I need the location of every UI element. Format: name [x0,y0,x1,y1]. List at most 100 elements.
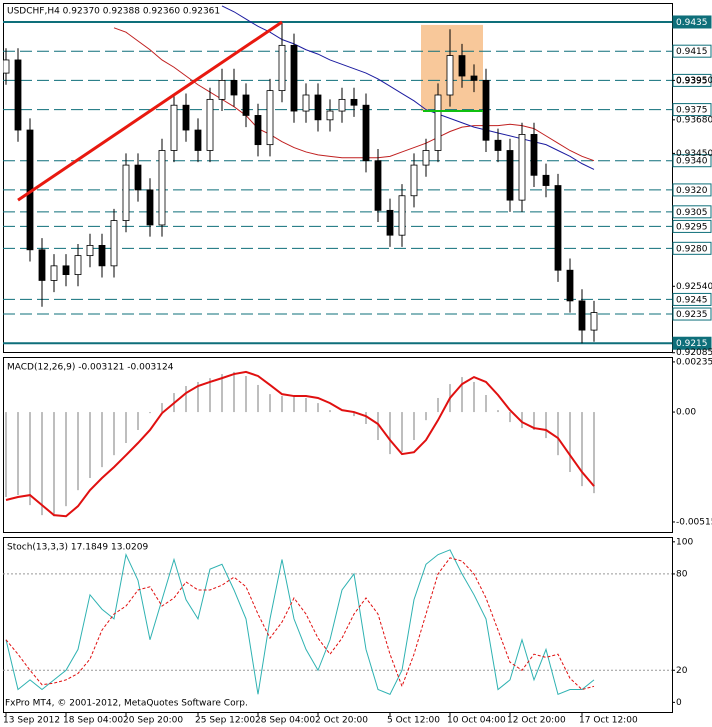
candle-body [362,104,370,162]
price-panel [3,3,673,353]
candle-body [230,79,238,96]
stoch-panel [3,537,673,713]
level-label-box [672,292,712,306]
level-label: 0.9305 [676,208,708,218]
level-label: 0.9395 [676,76,708,86]
candle-body [554,185,562,271]
candle-body [386,209,394,236]
level-label-box [672,336,712,350]
y-tick-label: 100 [676,537,693,547]
x-tick-label: 5 Oct 12:00 [387,716,440,726]
candle-body [290,44,298,112]
candle-body [62,265,70,276]
level-label-box [672,205,712,219]
y-tick-label: 0.00 [676,408,696,418]
candle-body [434,94,442,151]
level-label: 0.9280 [676,244,708,254]
candle-body [446,55,454,96]
candle-body [146,189,154,226]
candle-body [398,195,406,236]
candle-body [326,110,334,121]
candle-body [242,94,250,116]
candle-body [122,164,130,221]
level-label: 0.9215 [676,339,708,349]
x-tick-label: 20 Sep 20:00 [123,716,183,726]
level-label: 0.9340 [676,157,708,167]
candle-body [266,90,274,146]
level-label: 0.9245 [676,295,708,305]
candle-body [134,164,142,191]
x-tick-label: 2 Oct 20:00 [315,716,368,726]
y-tick-label: 0.00235 [676,357,712,367]
candle-body [206,98,214,151]
y-tick-label: 20 [676,666,688,676]
x-tick-label: 18 Sep 04:00 [63,716,123,726]
level-label: 0.9375 [676,106,708,116]
candle-body [482,79,490,141]
candle-body [218,79,226,100]
x-tick-label: 12 Oct 20:00 [507,716,566,726]
level-label-box [672,241,712,255]
level-label-box [672,103,712,117]
macd-signal [5,370,595,518]
candle-body [530,134,538,176]
price-plot [3,5,672,345]
candle-body [410,164,418,197]
candle-body [38,249,46,281]
y-tick-label: 0.93680 [676,115,712,125]
candle-body [494,139,502,151]
level-label-box [672,44,712,58]
level-label: 0.9320 [676,186,708,196]
y-tick-label: 80 [676,569,688,579]
level-label: 0.9295 [676,222,708,232]
candle-body [566,269,574,302]
y-tick-label: 0 [676,698,682,708]
level-label: 0.9235 [676,310,708,320]
candle-body [86,245,94,257]
level-label-box [672,15,712,29]
level-label-box [672,183,712,197]
stoch-title: Stoch(13,3,3) 17.1849 13.0209 [7,543,148,553]
candle-body [350,98,358,106]
candle-body [254,115,262,146]
candle-body [74,255,82,276]
candle-body [542,174,550,186]
candle-body [158,150,166,226]
candle-body [182,104,190,131]
candle-body [506,150,514,201]
x-tick-label: 17 Oct 12:00 [579,716,638,726]
level-label-box [672,307,712,321]
stoch-line [5,557,595,691]
overlay: 0.9435 0.9415 0.9395 0.9375 0.9340 0.9320 0.93… [3,15,712,726]
y-tick-label: -0.00515 [676,517,712,527]
candle-body [110,220,118,267]
candle-body [194,129,202,151]
candle-body [578,300,586,331]
level-label-box [672,219,712,233]
x-tick-label: 28 Sep 04:00 [255,716,315,726]
y-tick-label: 0.92085 [676,348,712,358]
y-tick-label: 0.92540 [676,282,712,292]
y-tick-label: 0.93950 [676,76,712,86]
candle-body [458,55,466,77]
macd-title: MACD(12,26,9) -0.003121 -0.003124 [7,363,174,373]
candle-body [338,98,346,112]
candle-body [590,312,598,331]
x-tick-label: 25 Sep 12:00 [195,716,255,726]
candle-body [314,94,322,121]
candle-body [422,150,430,166]
candle-body [170,104,178,151]
y-tick-label: 0.93450 [676,149,712,159]
trendline [17,20,283,202]
candle-body [518,134,526,201]
level-label-box [672,154,712,168]
stoch-line [5,549,595,696]
macd-panel [3,357,673,533]
footer: FxPro MT4, © 2001-2012, MetaQuotes Softw… [5,699,248,709]
candle-body [98,245,106,267]
x-tick-label: 13 Sep 2012 [3,716,60,726]
candle-body [14,59,22,131]
